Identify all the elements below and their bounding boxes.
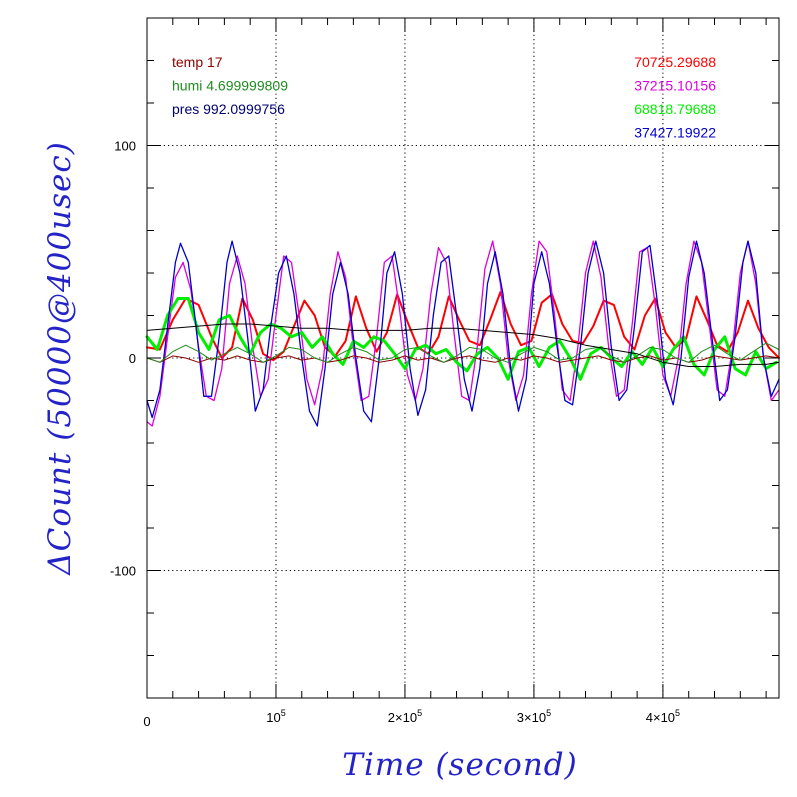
axis-ticks — [146, 17, 779, 699]
series-line — [146, 323, 780, 367]
y-tick-label: 100 — [114, 139, 136, 154]
legend-entry-right: 70725.29688 — [634, 54, 716, 70]
legend-entry-right: 37215.10156 — [634, 78, 716, 94]
x-tick-label: 0 — [143, 714, 150, 729]
legend-entry-left: humi 4.699999809 — [172, 78, 288, 94]
legend-entry-right: 68818.79688 — [634, 101, 716, 117]
series-line — [146, 355, 780, 363]
grid — [147, 18, 779, 698]
x-tick-label: 105 — [266, 708, 285, 725]
legend-entry-left: temp 17 — [172, 54, 223, 70]
y-axis-title: ΔCount (50000@400usec) — [42, 141, 78, 576]
x-tick-label: 2×105 — [388, 708, 422, 725]
tick-labels: 0 105 2×105 3×105 4×105 100 0 -100 — [110, 139, 680, 730]
series-line — [146, 240, 780, 427]
x-axis-title: Time (second) — [342, 747, 577, 783]
legend-entry-left: pres 992.0999756 — [172, 101, 285, 117]
series-line — [146, 342, 780, 363]
x-tick-label: 3×105 — [517, 708, 551, 725]
y-tick-label: 0 — [129, 351, 136, 366]
series-line — [145, 297, 778, 381]
legend: temp 17 humi 4.699999809 pres 992.0999756 7… — [172, 54, 716, 141]
y-tick-label: -100 — [110, 564, 136, 579]
series-lines — [145, 240, 780, 427]
x-tick-label: 4×105 — [646, 708, 680, 725]
legend-entry-right: 37427.19922 — [634, 125, 716, 141]
series-line — [146, 240, 780, 427]
